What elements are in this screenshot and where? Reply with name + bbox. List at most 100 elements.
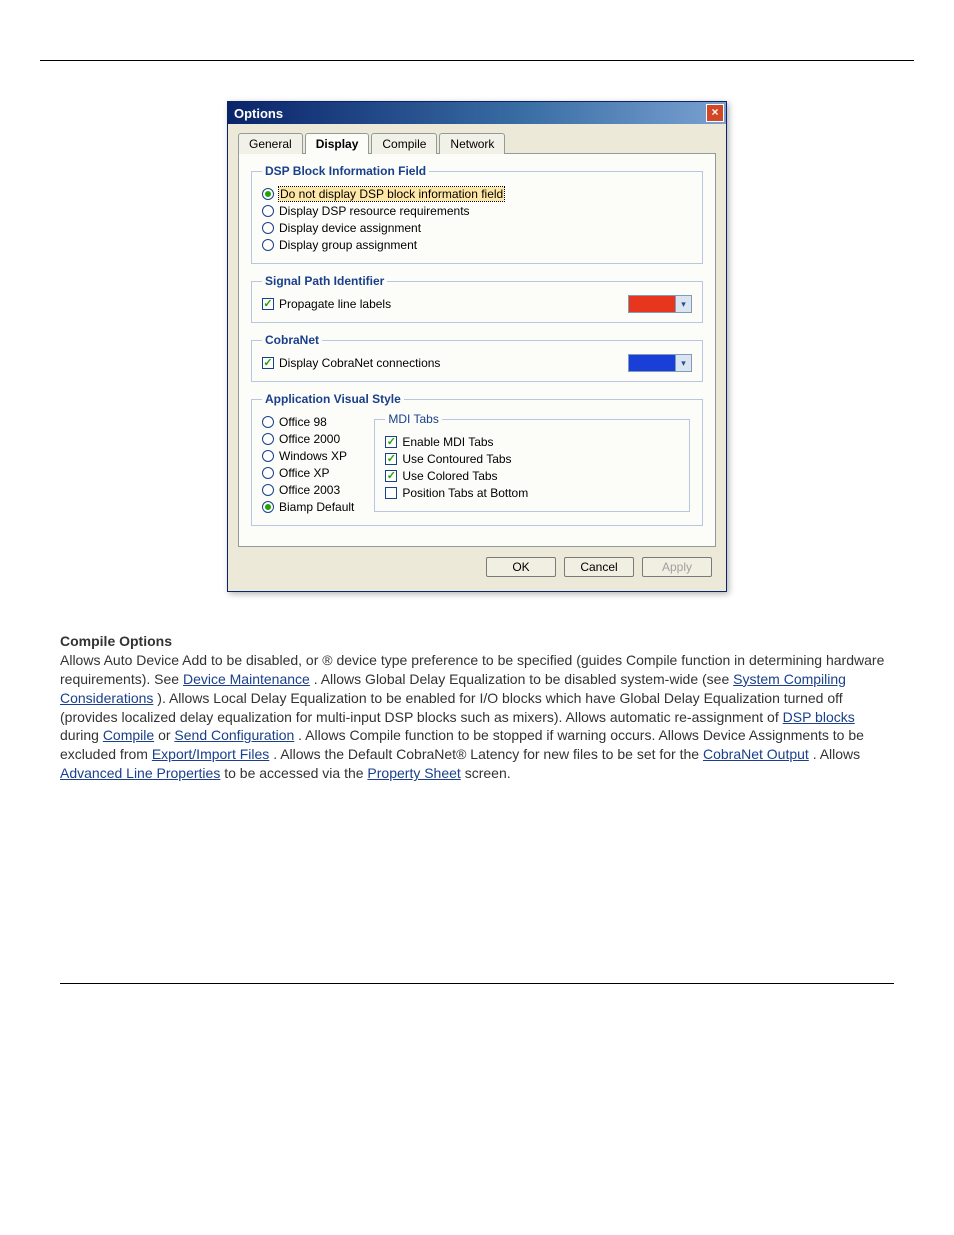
radio-icon xyxy=(262,188,274,200)
checkbox-icon xyxy=(385,453,397,465)
style-2-label: Windows XP xyxy=(279,449,347,463)
mdi-contoured[interactable]: Use Contoured Tabs xyxy=(385,452,679,466)
checkbox-icon xyxy=(385,436,397,448)
propagate-line-labels[interactable]: Propagate line labels xyxy=(262,297,391,311)
style-office-98[interactable]: Office 98 xyxy=(262,415,354,429)
ok-button[interactable]: OK xyxy=(486,557,556,577)
dialog-title: Options xyxy=(234,106,283,121)
para-t10: to be accessed via the xyxy=(224,765,367,781)
tab-network[interactable]: Network xyxy=(439,133,505,154)
chevron-down-icon[interactable]: ▾ xyxy=(675,355,691,371)
mdi-colored-label: Use Colored Tabs xyxy=(402,469,497,483)
radio-icon xyxy=(262,416,274,428)
link-cobranet-output[interactable]: CobraNet Output xyxy=(703,746,809,762)
radio-icon xyxy=(262,467,274,479)
tab-panel-display: DSP Block Information Field Do not displ… xyxy=(238,153,716,547)
group-visual-style: Application Visual Style Office 98 Offic… xyxy=(251,392,703,526)
body-paragraph: Compile Options Allows Auto Device Add t… xyxy=(60,632,894,783)
titlebar[interactable]: Options × xyxy=(228,102,726,124)
mdi-bottom-label: Position Tabs at Bottom xyxy=(402,486,528,500)
dsp-option-3[interactable]: Display group assignment xyxy=(262,238,692,252)
radio-icon xyxy=(262,239,274,251)
cobranet-color-swatch xyxy=(629,355,675,371)
visual-style-radios: Office 98 Office 2000 Windows XP Of xyxy=(262,412,354,517)
style-5-label: Biamp Default xyxy=(279,500,354,514)
group-mdi-tabs: MDI Tabs Enable MDI Tabs Use Contoured T… xyxy=(374,412,690,512)
group-dsp-legend: DSP Block Information Field xyxy=(262,164,429,178)
link-send-configuration[interactable]: Send Configuration xyxy=(174,727,294,743)
link-property-sheet[interactable]: Property Sheet xyxy=(367,765,460,781)
para-t5: during xyxy=(60,727,103,743)
link-advanced-line-props[interactable]: Advanced Line Properties xyxy=(60,765,220,781)
tab-display[interactable]: Display xyxy=(305,133,370,154)
group-signal: Signal Path Identifier Propagate line la… xyxy=(251,274,703,323)
mdi-enable[interactable]: Enable MDI Tabs xyxy=(385,435,679,449)
checkbox-icon xyxy=(385,487,397,499)
dsp-option-2[interactable]: Display device assignment xyxy=(262,221,692,235)
mdi-bottom[interactable]: Position Tabs at Bottom xyxy=(385,486,679,500)
para-t3: . Allows Global Delay Equalization to be… xyxy=(314,671,733,687)
dialog-body: General Display Compile Network DSP Bloc… xyxy=(228,124,726,591)
close-icon[interactable]: × xyxy=(706,104,724,122)
link-compile[interactable]: Compile xyxy=(103,727,154,743)
para-t8: . Allows the Default CobraNet® Latency f… xyxy=(273,746,703,762)
group-cobranet-legend: CobraNet xyxy=(262,333,322,347)
tab-general[interactable]: General xyxy=(238,133,303,154)
radio-icon xyxy=(262,205,274,217)
group-dsp: DSP Block Information Field Do not displ… xyxy=(251,164,703,264)
group-visual-legend: Application Visual Style xyxy=(262,392,404,406)
signal-color-combo[interactable]: ▾ xyxy=(628,295,692,313)
para-t4: ). Allows Local Delay Equalization to be… xyxy=(60,690,843,725)
link-device-maintenance[interactable]: Device Maintenance xyxy=(183,671,310,687)
para-heading: Compile Options xyxy=(60,632,894,651)
radio-icon xyxy=(262,501,274,513)
radio-icon xyxy=(262,433,274,445)
cobranet-row: Display CobraNet connections ▾ xyxy=(262,353,692,373)
style-3-label: Office XP xyxy=(279,466,329,480)
signal-row: Propagate line labels ▾ xyxy=(262,294,692,314)
bottom-rule xyxy=(60,983,894,984)
radio-icon xyxy=(262,484,274,496)
dsp-option-0-label: Do not display DSP block information fie… xyxy=(279,187,504,201)
mdi-enable-label: Enable MDI Tabs xyxy=(402,435,493,449)
tabstrip: General Display Compile Network xyxy=(238,133,716,154)
radio-icon xyxy=(262,450,274,462)
dsp-option-1[interactable]: Display DSP resource requirements xyxy=(262,204,692,218)
cancel-button[interactable]: Cancel xyxy=(564,557,634,577)
top-rule xyxy=(40,60,914,61)
style-office-xp[interactable]: Office XP xyxy=(262,466,354,480)
link-dsp-blocks[interactable]: DSP blocks xyxy=(783,709,855,725)
checkbox-icon xyxy=(385,470,397,482)
style-biamp-default[interactable]: Biamp Default xyxy=(262,500,354,514)
radio-icon xyxy=(262,222,274,234)
dsp-option-1-label: Display DSP resource requirements xyxy=(279,204,470,218)
style-office-2000[interactable]: Office 2000 xyxy=(262,432,354,446)
chevron-down-icon[interactable]: ▾ xyxy=(675,296,691,312)
apply-button: Apply xyxy=(642,557,712,577)
mdi-contoured-label: Use Contoured Tabs xyxy=(402,452,511,466)
cobranet-label: Display CobraNet connections xyxy=(279,356,440,370)
tab-compile[interactable]: Compile xyxy=(371,133,437,154)
dsp-option-2-label: Display device assignment xyxy=(279,221,421,235)
group-signal-legend: Signal Path Identifier xyxy=(262,274,387,288)
dsp-option-0[interactable]: Do not display DSP block information fie… xyxy=(262,187,692,201)
mdi-legend: MDI Tabs xyxy=(385,412,441,426)
para-t11: screen. xyxy=(465,765,511,781)
style-4-label: Office 2003 xyxy=(279,483,340,497)
para-t6: or xyxy=(158,727,174,743)
cobranet-color-combo[interactable]: ▾ xyxy=(628,354,692,372)
group-cobranet: CobraNet Display CobraNet connections ▾ xyxy=(251,333,703,382)
signal-color-swatch xyxy=(629,296,675,312)
link-export-import[interactable]: Export/Import Files xyxy=(152,746,269,762)
style-office-2003[interactable]: Office 2003 xyxy=(262,483,354,497)
checkbox-icon xyxy=(262,357,274,369)
checkbox-icon xyxy=(262,298,274,310)
options-dialog: Options × General Display Compile Networ… xyxy=(227,101,727,592)
para-t1: Allows Auto Device Add to be disabled, o… xyxy=(60,652,322,668)
style-windows-xp[interactable]: Windows XP xyxy=(262,449,354,463)
mdi-colored[interactable]: Use Colored Tabs xyxy=(385,469,679,483)
propagate-label: Propagate line labels xyxy=(279,297,391,311)
dialog-buttons: OK Cancel Apply xyxy=(238,547,716,581)
display-cobranet-connections[interactable]: Display CobraNet connections xyxy=(262,356,440,370)
dsp-option-3-label: Display group assignment xyxy=(279,238,417,252)
